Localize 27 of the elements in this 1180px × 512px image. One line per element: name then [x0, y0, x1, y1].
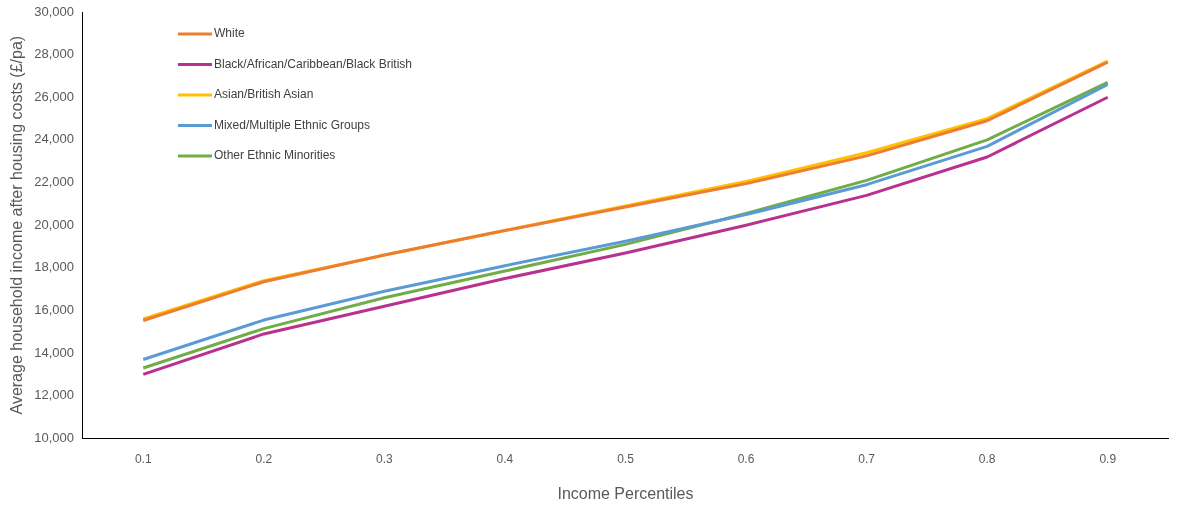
legend-label: Other Ethnic Minorities — [213, 148, 336, 163]
x-tick-label: 0.3 — [376, 451, 394, 466]
legend-label: Mixed/Multiple Ethnic Groups — [213, 117, 371, 132]
x-tick-label: 0.7 — [858, 451, 876, 466]
legend-label: Black/African/Caribbean/Black British — [213, 56, 413, 71]
x-axis-title: Income Percentiles — [557, 484, 694, 502]
x-tick-label: 0.5 — [617, 451, 635, 466]
x-tick-label: 0.1 — [134, 451, 152, 466]
x-tick-label: 0.9 — [1099, 451, 1117, 466]
y-tick-label: 30,000 — [34, 3, 74, 19]
x-tick-label: 0.2 — [255, 451, 273, 466]
y-tick-label: 28,000 — [34, 46, 74, 62]
y-axis-title: Average household income after housing costs (£/pa) — [8, 35, 26, 415]
y-tick-label: 26,000 — [34, 88, 74, 104]
legend-label: White — [213, 26, 245, 41]
y-tick-label: 14,000 — [34, 344, 74, 360]
legend-label: Asian/British Asian — [213, 87, 314, 102]
y-tick-label: 10,000 — [34, 429, 74, 445]
y-tick-label: 22,000 — [34, 174, 74, 190]
y-tick-label: 18,000 — [34, 259, 74, 275]
x-tick-label: 0.8 — [978, 451, 996, 466]
y-tick-label: 12,000 — [34, 387, 74, 403]
y-tick-label: 16,000 — [34, 302, 74, 318]
x-tick-label: 0.6 — [737, 451, 755, 466]
y-tick-label: 24,000 — [34, 131, 74, 147]
y-tick-label: 20,000 — [34, 216, 74, 232]
x-tick-label: 0.4 — [496, 451, 514, 466]
